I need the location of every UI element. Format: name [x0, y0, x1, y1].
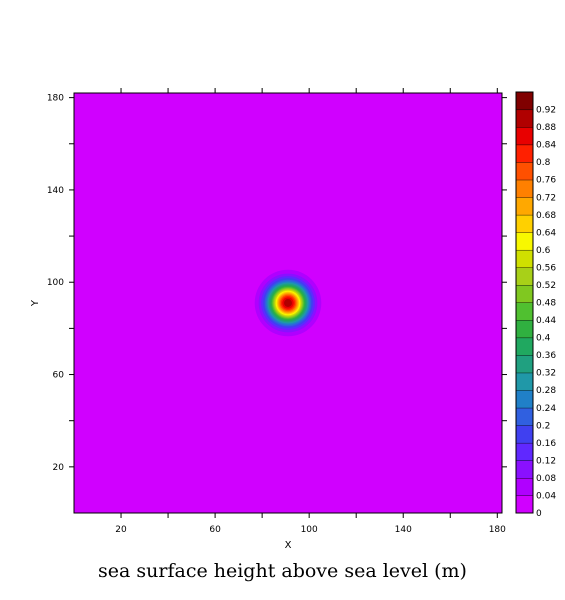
- colorbar-tick-label: 0.72: [536, 193, 556, 203]
- colorbar-swatch: [515, 337, 534, 356]
- colorbar-swatch: [515, 214, 534, 233]
- colorbar-tick-label: 0.04: [536, 491, 556, 501]
- colorbar-tick-label: 0.32: [536, 369, 556, 379]
- colorbar-swatch: [515, 495, 534, 514]
- axes: 20 60 100 140 180 20 60 100 140 180: [47, 88, 507, 535]
- x-tick-label: 60: [209, 525, 221, 535]
- colorbar-frame: [515, 91, 534, 514]
- colorbar-tick-label: 0.28: [536, 386, 556, 396]
- colorbar-swatch: [515, 442, 534, 461]
- x-tick-label: 20: [115, 525, 127, 535]
- colorbar-tick-label: 0.92: [536, 106, 556, 116]
- colorbar-swatch: [515, 460, 534, 479]
- colorbar-tick-label: 0.2: [536, 421, 550, 431]
- colorbar-tick-label: 0.48: [536, 299, 556, 309]
- colorbar-swatch: [515, 319, 534, 339]
- colorbar-swatch: [515, 284, 534, 303]
- colorbar-swatch: [515, 197, 534, 216]
- x-axis-label: X: [285, 540, 292, 551]
- colorbar-swatch: [515, 354, 534, 374]
- y-tick-label: 180: [47, 94, 64, 104]
- colorbar-swatch: [515, 407, 534, 426]
- colorbar-swatch: [515, 179, 534, 198]
- colorbar-tick-label: 0.8: [536, 158, 551, 168]
- colorbar-tick-label: 0.24: [536, 404, 556, 414]
- y-axis-label: Y: [30, 299, 41, 307]
- x-tick-label: 100: [301, 525, 318, 535]
- colorbar-swatch: [515, 372, 534, 391]
- colorbar-tick-label: 0.52: [536, 281, 556, 291]
- x-tick-label: 180: [489, 525, 506, 535]
- colorbar-tick-label: 0.36: [536, 351, 556, 361]
- colorbar-swatch: [515, 302, 534, 321]
- contour-band: [284, 299, 292, 307]
- colorbar-swatch: [515, 232, 534, 251]
- colorbar-tick-label: 0.64: [536, 228, 556, 238]
- colorbar-tick-label: 0: [536, 509, 542, 519]
- colorbar-swatch: [515, 91, 534, 111]
- colorbar-swatch: [515, 390, 534, 409]
- colorbar-swatch: [515, 109, 534, 128]
- y-tick-label: 140: [47, 186, 64, 196]
- colorbar-tick-label: 0.84: [536, 141, 556, 151]
- colorbar-tick-label: 0.08: [536, 474, 556, 484]
- colorbar-tick-label: 0.6: [536, 246, 551, 256]
- colorbar: 0 0.04 0.08 0.12 0.16 0.2 0.24 0.28 0.32 0.36 0.4 0…: [515, 91, 556, 519]
- colorbar-tick-label: 0.44: [536, 316, 556, 326]
- colorbar-swatch: [515, 161, 534, 181]
- colorbar-tick-label: 0.16: [536, 439, 556, 449]
- y-tick-label: 100: [47, 278, 64, 288]
- plot-area: [74, 93, 502, 513]
- colorbar-tick-label: 0.56: [536, 263, 556, 273]
- colorbar-swatch: [515, 126, 534, 146]
- colorbar-tick-label: 0.88: [536, 123, 556, 133]
- colorbar-swatch: [515, 249, 534, 268]
- chart-title: sea surface height above sea level (m): [98, 560, 467, 582]
- colorbar-tick-label: 0.76: [536, 176, 556, 186]
- colorbar-tick-label: 0.4: [536, 334, 551, 344]
- colorbar-swatch: [515, 425, 534, 444]
- colorbar-swatch: [515, 144, 534, 163]
- colorbar-swatch: [515, 267, 534, 286]
- y-tick-label: 20: [53, 463, 65, 473]
- colorbar-tick-label: 0.12: [536, 456, 556, 466]
- y-tick-label: 60: [53, 371, 65, 381]
- x-tick-label: 140: [395, 525, 412, 535]
- colorbar-swatch: [515, 477, 534, 496]
- colorbar-tick-label: 0.68: [536, 211, 556, 221]
- plot-frame: [73, 92, 503, 514]
